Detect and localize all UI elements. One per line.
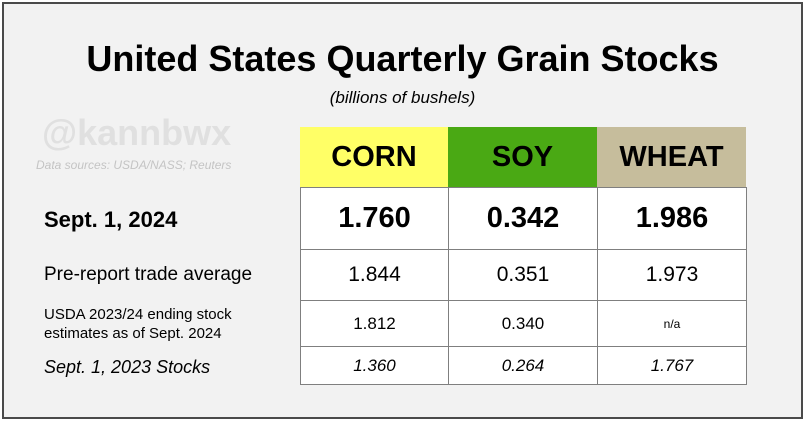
grain-stocks-table: 1.760 0.342 1.986 1.844 0.351 1.973 1.81…: [300, 187, 747, 385]
row-label-sept-2023: Sept. 1, 2023 Stocks: [44, 357, 211, 377]
data-sources-note: Data sources: USDA/NASS; Reuters: [36, 158, 232, 172]
cell-corn-sept-2024: 1.760: [300, 187, 449, 250]
cell-wheat-sept-2023: 1.767: [597, 346, 747, 385]
cell-wheat-usda-estimate: n/a: [597, 300, 747, 347]
watermark-handle: @kannbwx: [42, 112, 232, 153]
column-header-wheat: WHEAT: [597, 127, 746, 187]
cell-corn-sept-2023: 1.360: [300, 346, 449, 385]
cell-soy-sept-2024: 0.342: [448, 187, 598, 250]
column-header-corn: CORN: [300, 127, 448, 187]
table-row: 1.812 0.340 n/a: [300, 300, 747, 347]
row-label-usda-estimate-line2: estimates as of Sept. 2024: [44, 325, 222, 342]
cell-soy-usda-estimate: 0.340: [448, 300, 598, 347]
page-subtitle: (billions of bushels): [329, 88, 476, 107]
row-label-trade-average: Pre-report trade average: [44, 264, 253, 285]
cell-wheat-trade-average: 1.973: [597, 249, 747, 301]
column-header-soy: SOY: [448, 127, 597, 187]
table-row: 1.844 0.351 1.973: [300, 249, 747, 301]
cell-wheat-sept-2024: 1.986: [597, 187, 747, 250]
cell-corn-usda-estimate: 1.812: [300, 300, 449, 347]
cell-corn-trade-average: 1.844: [300, 249, 449, 301]
row-label-sept-2024: Sept. 1, 2024: [44, 207, 178, 232]
page-title: United States Quarterly Grain Stocks: [86, 38, 719, 79]
cell-soy-sept-2023: 0.264: [448, 346, 598, 385]
cell-soy-trade-average: 0.351: [448, 249, 598, 301]
table-row: 1.760 0.342 1.986: [300, 187, 747, 250]
row-label-usda-estimate-line1: USDA 2023/24 ending stock: [44, 306, 232, 323]
table-row: 1.360 0.264 1.767: [300, 346, 747, 385]
